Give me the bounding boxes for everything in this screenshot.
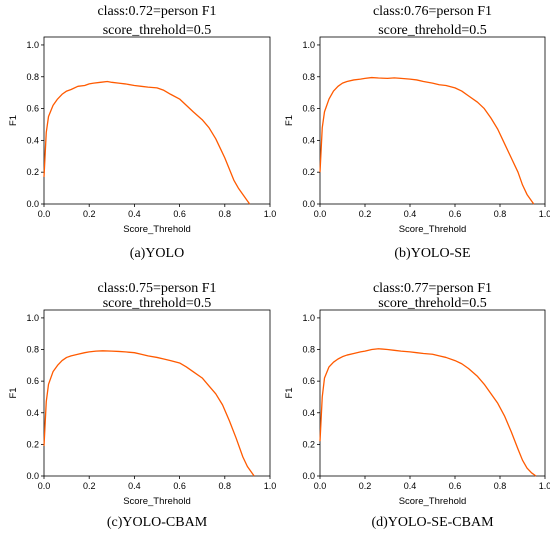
x-tick-label: 0.8 (494, 209, 507, 219)
chart-title: class:0.75=person F1 (97, 281, 216, 296)
y-tick-label: 0.8 (302, 345, 315, 355)
y-tick-label: 0.0 (26, 471, 39, 481)
y-tick-label: 1.0 (302, 313, 315, 323)
y-tick-label: 0.6 (302, 376, 315, 386)
x-tick-label: 0.2 (83, 209, 96, 219)
chart-title: class:0.72=person F1 (97, 4, 216, 19)
y-tick-label: 0.0 (302, 471, 315, 481)
x-tick-label: 1.0 (539, 481, 550, 491)
x-tick-label: 0.4 (404, 209, 417, 219)
y-tick-label: 0.8 (26, 72, 39, 82)
x-tick-label: 0.2 (83, 481, 96, 491)
y-tick-label: 0.2 (26, 439, 39, 449)
y-tick-label: 0.0 (302, 199, 315, 209)
x-tick-label: 0.6 (449, 481, 462, 491)
chart-subtitle: score_threhold=0.5 (103, 296, 212, 311)
chart-title: class:0.77=person F1 (373, 281, 492, 296)
y-tick-label: 0.4 (26, 135, 39, 145)
y-tick-label: 1.0 (26, 313, 39, 323)
chart-title: class:0.76=person F1 (373, 4, 492, 19)
x-tick-label: 1.0 (264, 481, 277, 491)
chart-subtitle: score_threhold=0.5 (378, 296, 487, 311)
x-tick-label: 0.2 (359, 209, 372, 219)
chart-subtitle: score_threhold=0.5 (378, 23, 487, 38)
y-tick-label: 1.0 (302, 40, 315, 50)
panel-caption: (d)YOLO-SE-CBAM (371, 515, 494, 530)
x-tick-label: 0.0 (38, 209, 51, 219)
x-axis-label: Score_Threhold (399, 496, 467, 507)
f1-curve-line (319, 76, 535, 205)
y-axis-label: F1 (8, 387, 19, 398)
plot-frame (43, 309, 271, 477)
x-tick-label: 0.6 (449, 209, 462, 219)
x-tick-label: 0.8 (219, 481, 232, 491)
x-tick-label: 0.6 (173, 209, 186, 219)
x-tick-label: 0.4 (404, 481, 417, 491)
y-tick-label: 0.4 (302, 408, 315, 418)
x-tick-label: 0.0 (314, 481, 327, 491)
plot-frame (319, 309, 546, 477)
f1-curve-line (319, 348, 537, 477)
y-tick-label: 1.0 (26, 40, 39, 50)
y-tick-label: 0.4 (26, 408, 39, 418)
panel-caption: (b)YOLO-SE (394, 246, 470, 261)
x-tick-label: 0.2 (359, 481, 372, 491)
y-axis-label: F1 (284, 115, 295, 126)
y-tick-label: 0.6 (302, 104, 315, 114)
y-axis-label: F1 (8, 115, 19, 126)
y-tick-label: 0.2 (302, 167, 315, 177)
chart-subtitle: score_threhold=0.5 (103, 23, 212, 38)
x-tick-label: 0.0 (314, 209, 327, 219)
x-tick-label: 0.0 (38, 481, 51, 491)
f1-curve-line (43, 350, 255, 477)
x-tick-label: 1.0 (264, 209, 277, 219)
plot-frame (43, 36, 271, 205)
x-tick-label: 0.4 (128, 481, 141, 491)
x-tick-label: 1.0 (539, 209, 550, 219)
y-axis-label: F1 (284, 387, 295, 398)
y-tick-label: 0.2 (26, 167, 39, 177)
panel-caption: (a)YOLO (130, 246, 184, 261)
y-tick-label: 0.0 (26, 199, 39, 209)
y-tick-label: 0.8 (302, 72, 315, 82)
x-tick-label: 0.4 (128, 209, 141, 219)
y-tick-label: 0.8 (26, 345, 39, 355)
panel-caption: (c)YOLO-CBAM (107, 515, 208, 530)
x-tick-label: 0.6 (173, 481, 186, 491)
y-tick-label: 0.6 (26, 376, 39, 386)
y-tick-label: 0.6 (26, 104, 39, 114)
x-axis-label: Score_Threhold (123, 224, 191, 235)
x-axis-label: Score_Threhold (399, 224, 467, 235)
x-tick-label: 0.8 (494, 481, 507, 491)
f1-curve-line (43, 80, 251, 205)
y-tick-label: 0.2 (302, 439, 315, 449)
x-tick-label: 0.8 (219, 209, 232, 219)
y-tick-label: 0.4 (302, 135, 315, 145)
x-axis-label: Score_Threhold (123, 496, 191, 507)
plot-frame (319, 36, 546, 205)
